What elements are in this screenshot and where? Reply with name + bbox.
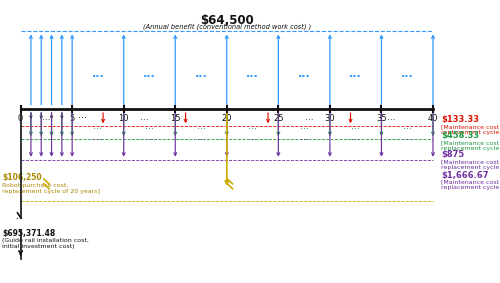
Text: 30: 30 — [324, 114, 335, 123]
Text: replacement cycle of 4years]: replacement cycle of 4years] — [441, 146, 500, 151]
Text: 35: 35 — [376, 114, 387, 123]
Text: ...: ... — [305, 113, 314, 122]
Text: ...: ... — [300, 132, 308, 142]
Text: ...: ... — [194, 69, 207, 79]
Text: ...: ... — [196, 132, 205, 142]
Text: ...: ... — [94, 132, 102, 142]
Text: ...: ... — [246, 69, 259, 79]
Text: ...: ... — [402, 132, 411, 142]
Text: ...: ... — [92, 69, 104, 79]
Text: ...: ... — [248, 132, 257, 142]
Text: 5: 5 — [70, 114, 75, 123]
Text: ...: ... — [388, 113, 396, 122]
Text: ...: ... — [196, 121, 205, 131]
Text: ...: ... — [351, 121, 360, 131]
Text: replacement cycle of 20 years]: replacement cycle of 20 years] — [2, 188, 100, 194]
Text: 10: 10 — [118, 114, 129, 123]
Text: ...: ... — [222, 113, 231, 122]
Text: ...: ... — [143, 69, 156, 79]
Text: Robot purchase cost,: Robot purchase cost, — [2, 183, 68, 188]
Text: ...: ... — [94, 121, 102, 131]
Text: 15: 15 — [170, 114, 180, 123]
Text: $875: $875 — [441, 150, 464, 159]
Text: [Maintenance cost for the: [Maintenance cost for the — [441, 124, 500, 129]
Text: 40: 40 — [428, 114, 438, 123]
Text: (Guide rail installation cost,: (Guide rail installation cost, — [2, 238, 89, 243]
Text: ...: ... — [350, 69, 362, 79]
Text: initial investment cost): initial investment cost) — [2, 244, 74, 249]
Text: $64,500: $64,500 — [200, 14, 254, 27]
Text: replacement cycle of 2years]: replacement cycle of 2years] — [441, 165, 500, 170]
Text: ...: ... — [402, 121, 411, 131]
Text: ...: ... — [351, 132, 360, 142]
Text: $106,250: $106,250 — [2, 173, 42, 182]
Text: ...: ... — [145, 121, 154, 131]
Text: ...: ... — [401, 69, 413, 79]
Text: ...: ... — [78, 110, 87, 121]
Text: ...: ... — [248, 121, 257, 131]
Text: ...: ... — [300, 121, 308, 131]
Text: $458.33: $458.33 — [441, 131, 480, 140]
Text: ...: ... — [42, 113, 50, 122]
Text: $695,371.48: $695,371.48 — [2, 229, 56, 238]
Text: 25: 25 — [273, 114, 283, 123]
Text: 0: 0 — [18, 114, 23, 123]
Text: [Maintenance cost for the: [Maintenance cost for the — [441, 180, 500, 185]
Text: ...: ... — [145, 132, 154, 142]
Text: $1,666.67: $1,666.67 — [441, 171, 488, 180]
Text: [Maintenance cost for the: [Maintenance cost for the — [441, 159, 500, 164]
Text: [Maintenance cost for the: [Maintenance cost for the — [441, 140, 500, 145]
Text: ...: ... — [140, 113, 148, 122]
Text: ...: ... — [298, 69, 310, 79]
Text: replacement cycle of 1years]: replacement cycle of 1years] — [441, 185, 500, 190]
Text: 20: 20 — [222, 114, 232, 123]
Text: (Annual benefit (conventional method work cost) ): (Annual benefit (conventional method wor… — [142, 23, 311, 30]
Text: replacement cycle of 8years]: replacement cycle of 8years] — [441, 130, 500, 135]
Text: $133.33: $133.33 — [441, 115, 479, 124]
